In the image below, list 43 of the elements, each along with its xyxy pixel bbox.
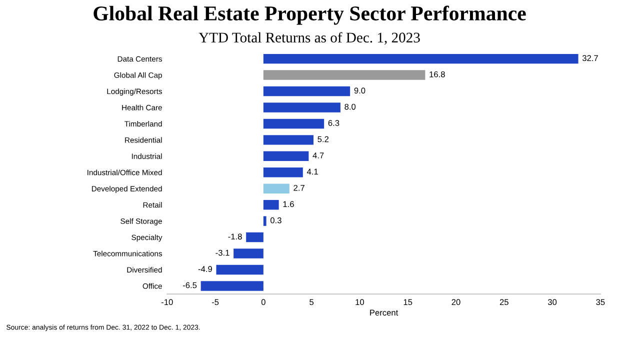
- bar: [263, 184, 290, 194]
- x-tick-label: -5: [212, 299, 219, 306]
- x-tick-label: -10: [161, 299, 173, 306]
- data-label: -4.9: [198, 266, 212, 272]
- chart-subtitle: YTD Total Returns as of Dec. 1, 2023: [198, 32, 420, 45]
- data-label: 32.7: [582, 55, 598, 62]
- bar: [263, 54, 578, 64]
- data-label: 9.0: [354, 88, 366, 94]
- x-tick-label: 25: [500, 299, 508, 306]
- bar: [263, 118, 324, 129]
- data-label: 16.8: [430, 71, 445, 78]
- bar: [263, 168, 303, 178]
- bar: [263, 70, 426, 80]
- bar: [216, 264, 264, 275]
- data-label: 2.7: [294, 184, 304, 191]
- chart-title: Global Real Estate Property Sector Performance: [94, 6, 526, 25]
- bar: [234, 248, 264, 258]
- bar: [263, 86, 350, 96]
- x-axis-title: Percent: [370, 310, 398, 316]
- data-label: 4.1: [306, 168, 318, 175]
- bar: [263, 216, 266, 226]
- data-label: 1.6: [283, 201, 294, 208]
- data-label: -6.5: [182, 282, 197, 288]
- bar: [263, 102, 340, 112]
- x-tick-label: 20: [452, 299, 460, 306]
- x-tick-label: 5: [310, 299, 314, 306]
- data-label: -1.8: [228, 234, 242, 240]
- data-label: 0.3: [270, 217, 282, 224]
- x-tick-label: 10: [356, 299, 364, 306]
- bar: [263, 200, 279, 210]
- data-label: 5.2: [318, 136, 329, 142]
- bar: [200, 281, 264, 291]
- bar: [246, 232, 264, 242]
- bar: [263, 135, 314, 145]
- x-tick-label: 15: [404, 299, 412, 306]
- data-label: 6.3: [328, 120, 340, 126]
- x-tick-label: 30: [548, 299, 557, 306]
- x-tick-label: 35: [596, 299, 605, 306]
- data-label: 4.7: [312, 152, 324, 158]
- data-label: -3.1: [216, 250, 230, 256]
- data-label: 8.0: [344, 104, 356, 110]
- x-tick-label: 0: [261, 299, 266, 306]
- bar: [263, 151, 309, 162]
